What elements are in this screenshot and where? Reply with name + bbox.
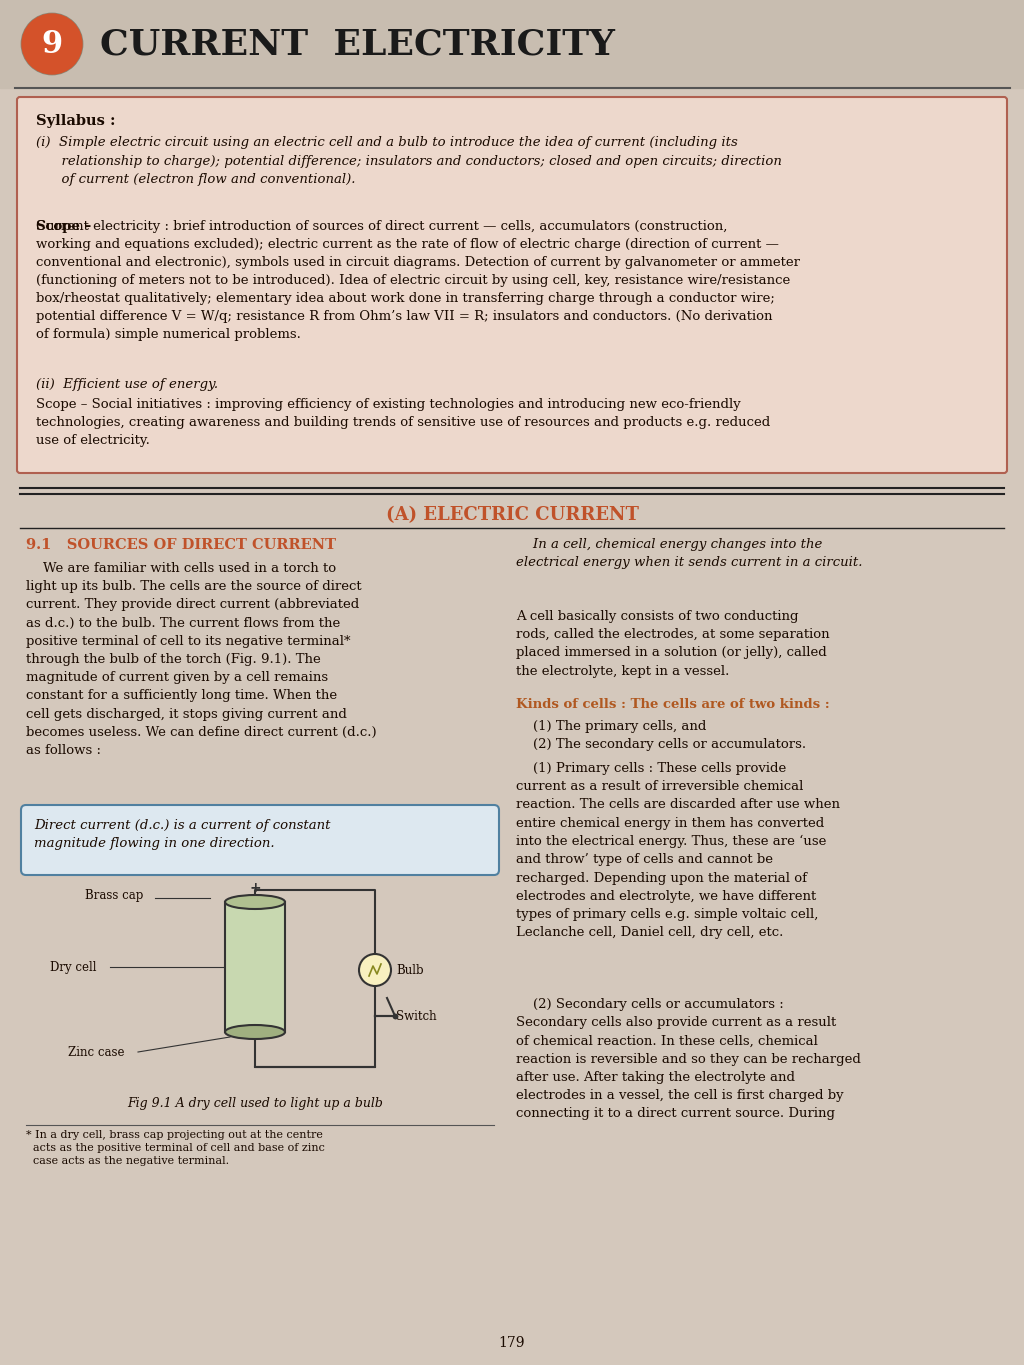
FancyBboxPatch shape (22, 805, 499, 875)
Text: (1) The primary cells, and
    (2) The secondary cells or accumulators.: (1) The primary cells, and (2) The secon… (516, 719, 806, 751)
Text: We are familiar with cells used in a torch to
light up its bulb. The cells are t: We are familiar with cells used in a tor… (26, 562, 377, 758)
Text: (2) Secondary cells or accumulators :
Secondary cells also provide current as a : (2) Secondary cells or accumulators : Se… (516, 998, 861, 1121)
Text: * In a dry cell, brass cap projecting out at the centre
  acts as the positive t: * In a dry cell, brass cap projecting ou… (26, 1130, 325, 1167)
Text: Bulb: Bulb (396, 964, 424, 976)
Text: Direct current (d.c.) is a current of constant
magnitude flowing in one directio: Direct current (d.c.) is a current of co… (34, 819, 331, 850)
Text: Dry cell: Dry cell (50, 961, 96, 973)
Text: Kinds of cells : The cells are of two kinds :: Kinds of cells : The cells are of two ki… (516, 698, 829, 711)
Text: 9: 9 (41, 29, 62, 60)
Text: Scope – Social initiatives : improving efficiency of existing technologies and i: Scope – Social initiatives : improving e… (36, 399, 770, 446)
Text: Fig 9.1 A dry cell used to light up a bulb: Fig 9.1 A dry cell used to light up a bu… (127, 1097, 383, 1110)
Text: 179: 179 (499, 1336, 525, 1350)
Bar (0, 0, 1024, 87)
Circle shape (359, 954, 391, 986)
Bar (225, 902, 285, 1032)
Text: (i)  Simple electric circuit using an electric cell and a bulb to introduce the : (i) Simple electric circuit using an ele… (36, 136, 782, 186)
Ellipse shape (225, 895, 285, 909)
Text: (1) Primary cells : These cells provide
current as a result of irreversible chem: (1) Primary cells : These cells provide … (516, 762, 840, 939)
Text: Scope –: Scope – (36, 220, 96, 233)
Text: 9.1   SOURCES OF DIRECT CURRENT: 9.1 SOURCES OF DIRECT CURRENT (26, 538, 336, 551)
Text: In a cell, chemical energy changes into the
electrical energy when it sends curr: In a cell, chemical energy changes into … (516, 538, 862, 569)
FancyBboxPatch shape (17, 97, 1007, 474)
Text: (ii)  Efficient use of energy.: (ii) Efficient use of energy. (36, 378, 218, 390)
Text: A cell basically consists of two conducting
rods, called the electrodes, at some: A cell basically consists of two conduct… (516, 610, 829, 677)
Circle shape (22, 14, 82, 74)
Text: (A) ELECTRIC CURRENT: (A) ELECTRIC CURRENT (386, 506, 638, 524)
Text: Brass cap: Brass cap (85, 889, 143, 901)
Text: Zinc case: Zinc case (68, 1046, 125, 1058)
Text: Current electricity : brief introduction of sources of direct current — cells, a: Current electricity : brief introduction… (36, 220, 800, 341)
Text: Switch: Switch (396, 1010, 436, 1022)
Text: +: + (249, 880, 261, 895)
Text: CURRENT  ELECTRICITY: CURRENT ELECTRICITY (100, 27, 614, 61)
Text: Syllabus :: Syllabus : (36, 115, 116, 128)
Ellipse shape (225, 1025, 285, 1039)
